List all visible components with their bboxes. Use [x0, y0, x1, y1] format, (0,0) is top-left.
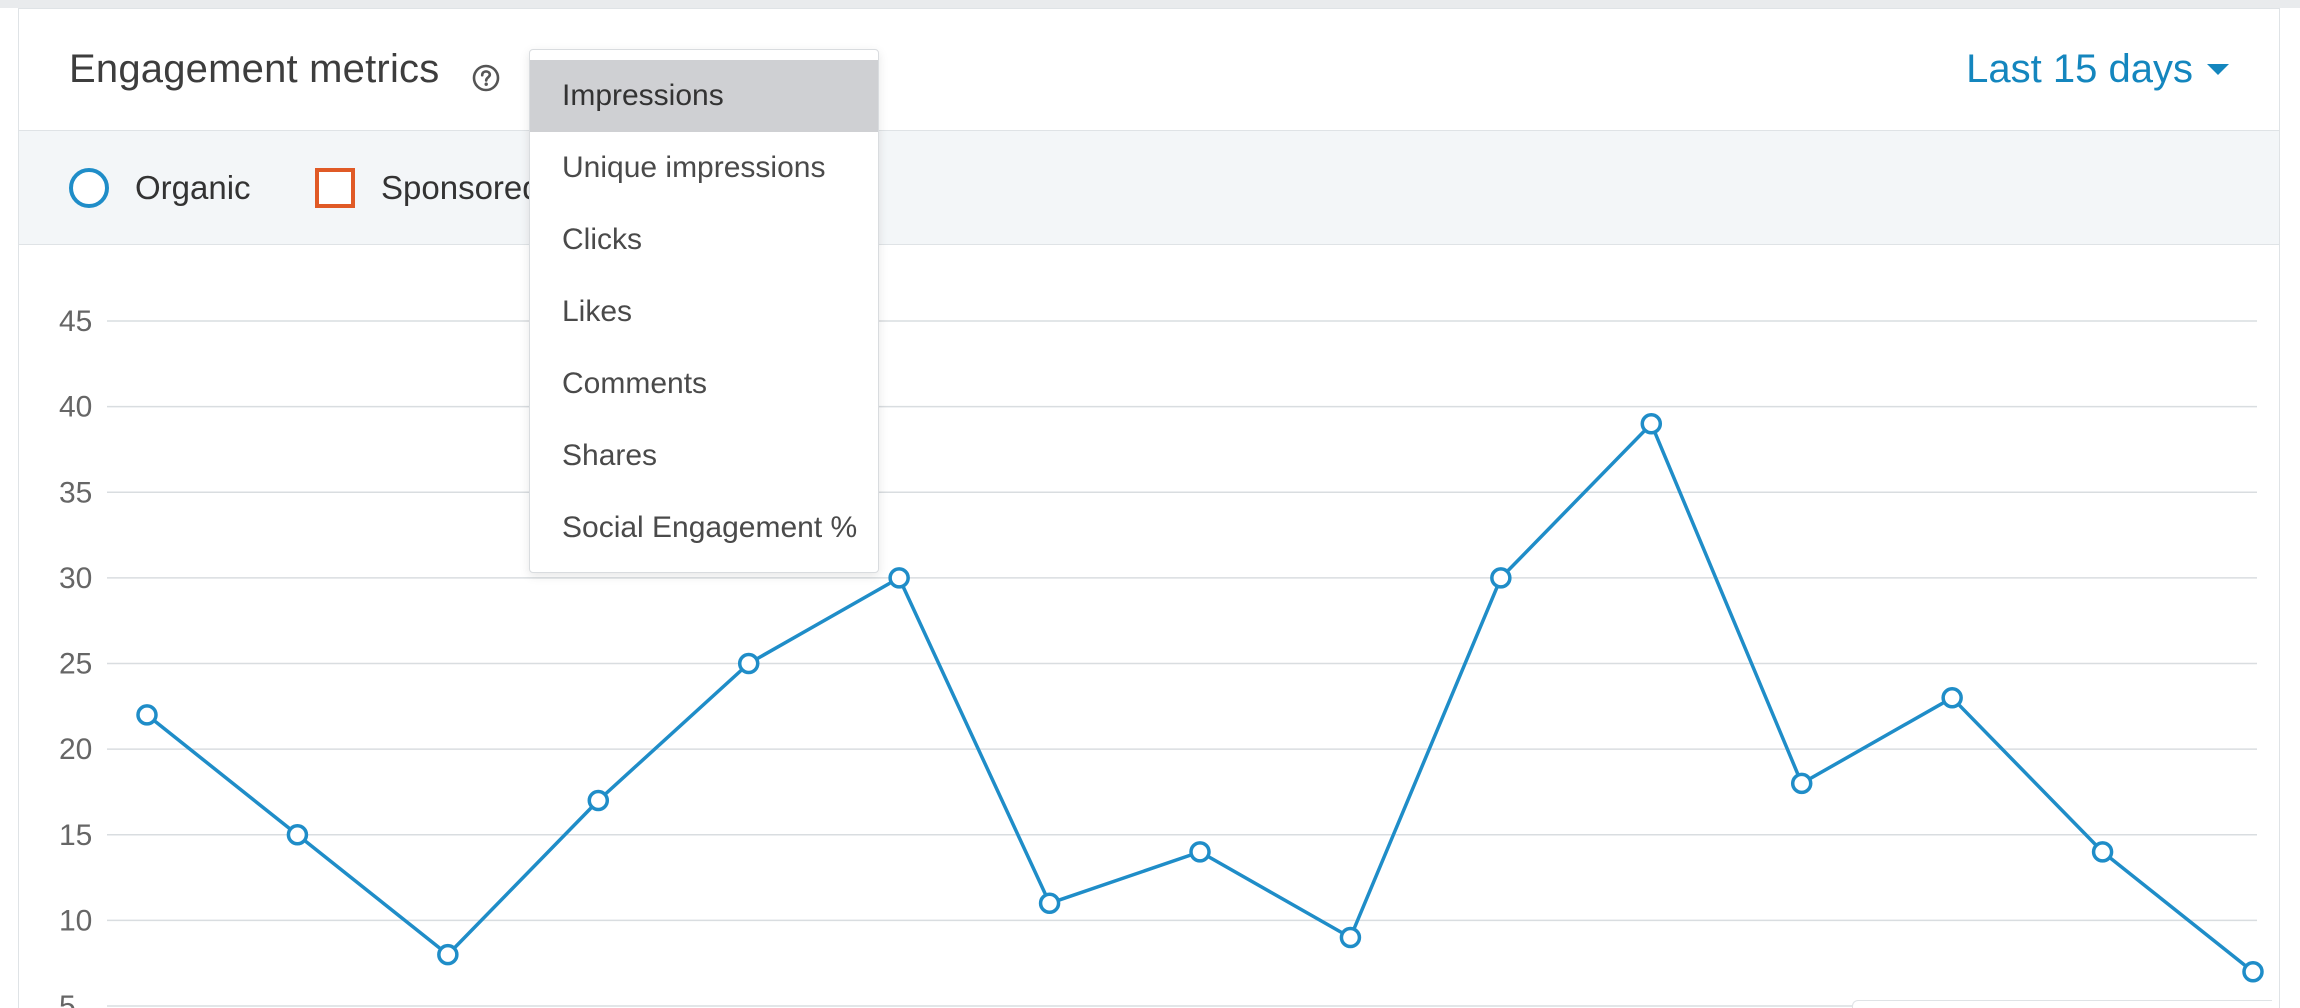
data-point[interactable]	[1189, 841, 1211, 863]
metric-option[interactable]: Unique impressions	[562, 151, 826, 184]
window-top-strip	[0, 0, 2300, 8]
y-tick-label: 15	[59, 819, 92, 852]
chart-legend: Organic Sponsored	[19, 131, 2279, 245]
y-tick-label: 10	[59, 904, 92, 937]
data-point[interactable]	[737, 652, 760, 675]
engagement-line-chart: 45 40 35 30 25 20 15 10 5	[19, 245, 2281, 1008]
data-point[interactable]	[1490, 567, 1512, 589]
y-tick-label: 40	[59, 391, 92, 424]
data-point[interactable]	[2091, 841, 2114, 863]
square-marker-icon	[315, 168, 355, 208]
y-tick-label: 20	[59, 733, 92, 766]
metric-option[interactable]: Likes	[562, 295, 633, 328]
chart-svg: 45 40 35 30 25 20 15 10 5	[59, 305, 2264, 1008]
engagement-metrics-card: Engagement metrics Last 15 days Organic …	[18, 8, 2280, 1008]
legend-item-organic[interactable]: Organic	[69, 131, 251, 245]
data-point[interactable]	[888, 567, 910, 589]
series-line-organic	[145, 422, 2255, 974]
date-range-label: Last 15 days	[1966, 47, 2193, 91]
metric-option[interactable]: Clicks	[562, 223, 642, 256]
card-title: Engagement metrics	[69, 47, 440, 91]
circle-marker-icon	[69, 168, 109, 208]
legend-label-organic: Organic	[135, 169, 251, 206]
y-tick-label: 25	[59, 648, 92, 681]
data-point[interactable]	[1339, 926, 1362, 949]
data-point[interactable]	[587, 789, 610, 812]
metric-option[interactable]: Shares	[562, 439, 658, 472]
data-point[interactable]	[2242, 961, 2264, 983]
y-tick-label: 30	[59, 562, 92, 595]
tooltip-edge	[1852, 1000, 2272, 1008]
legend-label-sponsored: Sponsored	[381, 169, 541, 206]
y-tick-label: 5	[59, 990, 76, 1008]
data-point[interactable]	[286, 824, 309, 846]
metric-option[interactable]: Impressions	[530, 60, 878, 132]
metric-options-list: Impressions Unique impressions Clicks Likes…	[530, 60, 878, 564]
caret-down-icon	[2207, 64, 2229, 75]
data-point[interactable]	[1790, 772, 1813, 795]
metric-option[interactable]: Social Engagement %	[562, 511, 858, 544]
metric-dropdown-menu: Impressions Unique impressions Clicks Likes…	[529, 49, 879, 573]
legend-item-sponsored[interactable]: Sponsored	[315, 131, 541, 245]
data-point[interactable]	[1941, 687, 1963, 709]
metric-option[interactable]: Comments	[562, 367, 708, 400]
date-range-dropdown[interactable]: Last 15 days	[1966, 47, 2229, 92]
card-header: Engagement metrics Last 15 days	[19, 9, 2279, 131]
data-point[interactable]	[437, 943, 459, 966]
question-circle-icon[interactable]	[471, 63, 501, 93]
data-point[interactable]	[1640, 413, 1663, 435]
data-point[interactable]	[136, 704, 158, 726]
y-tick-label: 45	[59, 305, 92, 338]
y-tick-label: 35	[59, 476, 92, 509]
data-point[interactable]	[1038, 892, 1061, 914]
